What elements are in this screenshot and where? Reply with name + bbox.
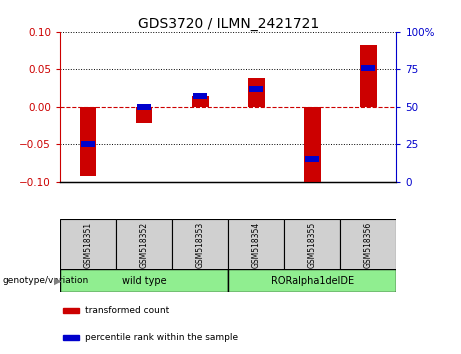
FancyBboxPatch shape (228, 269, 396, 292)
Text: GSM518354: GSM518354 (252, 222, 261, 268)
Text: GSM518351: GSM518351 (83, 222, 93, 268)
Text: GSM518356: GSM518356 (364, 222, 373, 268)
Text: RORalpha1delDE: RORalpha1delDE (271, 275, 354, 286)
FancyBboxPatch shape (284, 219, 340, 271)
Text: GSM518353: GSM518353 (195, 222, 205, 268)
Bar (248, 78, 265, 107)
Text: GSM518352: GSM518352 (140, 222, 148, 268)
Text: wild type: wild type (122, 275, 166, 286)
Bar (137, 104, 151, 110)
Bar (63, 335, 79, 340)
FancyBboxPatch shape (228, 219, 284, 271)
FancyBboxPatch shape (172, 219, 228, 271)
Bar (305, 156, 319, 162)
Text: transformed count: transformed count (85, 306, 170, 315)
FancyBboxPatch shape (340, 219, 396, 271)
Bar (193, 93, 207, 99)
FancyBboxPatch shape (116, 219, 172, 271)
Bar (80, 107, 96, 176)
Bar (249, 86, 263, 92)
FancyBboxPatch shape (60, 219, 116, 271)
Text: ▶: ▶ (54, 275, 62, 285)
Bar (304, 107, 321, 183)
Bar (63, 308, 79, 313)
FancyBboxPatch shape (60, 269, 228, 292)
Bar (361, 65, 375, 71)
Bar (192, 96, 208, 107)
Bar (360, 45, 377, 107)
Text: percentile rank within the sample: percentile rank within the sample (85, 333, 238, 342)
Title: GDS3720 / ILMN_2421721: GDS3720 / ILMN_2421721 (137, 17, 319, 31)
Text: genotype/variation: genotype/variation (2, 276, 89, 285)
Text: GSM518355: GSM518355 (308, 222, 317, 268)
Bar (81, 142, 95, 147)
Bar (136, 107, 153, 124)
